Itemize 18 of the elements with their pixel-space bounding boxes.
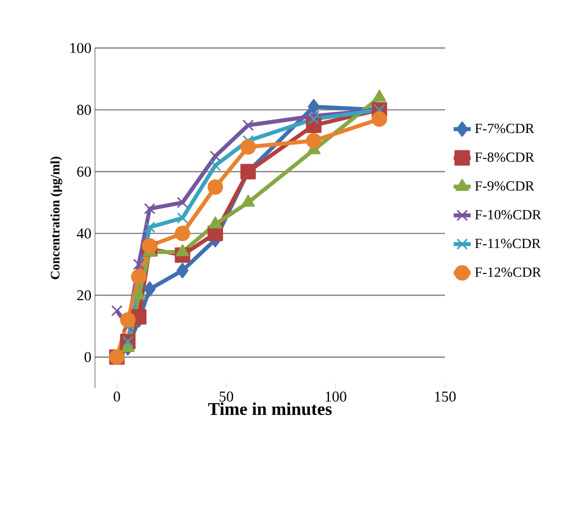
x-tick-label: 150 bbox=[435, 392, 456, 402]
legend-label: F-9%CDR bbox=[475, 181, 534, 191]
x-axis-title: Time in minutes bbox=[208, 402, 332, 416]
y-tick-label: 60 bbox=[77, 166, 91, 177]
legend-label: F-10%CDR bbox=[475, 210, 542, 220]
y-tick-label: 100 bbox=[70, 42, 91, 54]
x-tick-label: 100 bbox=[326, 392, 346, 402]
y-tick-label: 40 bbox=[76, 228, 91, 238]
y-axis-title: Concentration (µg/ml) bbox=[50, 156, 62, 280]
legend-label: F-11%CDR bbox=[475, 238, 541, 248]
x-tick-label: 50 bbox=[220, 392, 234, 402]
x-tick-label: 0 bbox=[114, 392, 120, 402]
legend-label: F-7%CDR bbox=[475, 124, 534, 134]
legend-label: F-12%CDR bbox=[475, 267, 542, 277]
y-tick-label: 20 bbox=[77, 290, 91, 300]
y-tick-label: 80 bbox=[77, 104, 91, 115]
legend-label: F-8%CDR bbox=[475, 152, 534, 162]
y-tick-label: 0 bbox=[84, 352, 91, 362]
